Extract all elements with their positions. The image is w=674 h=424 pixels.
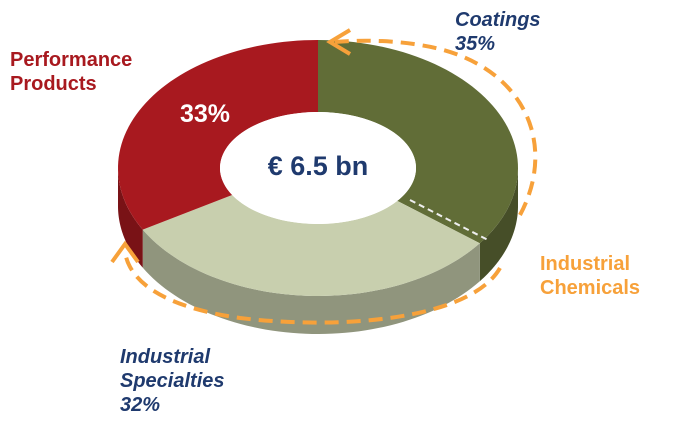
- slice: [118, 40, 318, 230]
- slice-side: [142, 229, 480, 334]
- value-label: 33%: [180, 100, 231, 128]
- annotation: Industrial Chemicals: [540, 253, 641, 299]
- category-label: Coatings: [455, 9, 541, 31]
- donut-hole: [220, 112, 416, 224]
- value-label: 35%: [455, 33, 496, 55]
- arrow-bottom: [123, 251, 502, 325]
- category-label: Industrial Specialties: [120, 346, 225, 392]
- arrowhead: [326, 28, 352, 56]
- center-label: € 6.5 bn: [268, 151, 369, 181]
- arrows: [123, 38, 538, 325]
- arrowhead: [110, 240, 140, 264]
- category-label: Performance Products: [10, 49, 133, 95]
- slice-side: [118, 168, 143, 268]
- arrow-top: [334, 38, 538, 216]
- value-label: 32%: [120, 394, 161, 416]
- slice: [318, 40, 518, 244]
- slice-side: [479, 168, 518, 282]
- slice: [142, 194, 480, 296]
- sub-divider: [409, 199, 489, 241]
